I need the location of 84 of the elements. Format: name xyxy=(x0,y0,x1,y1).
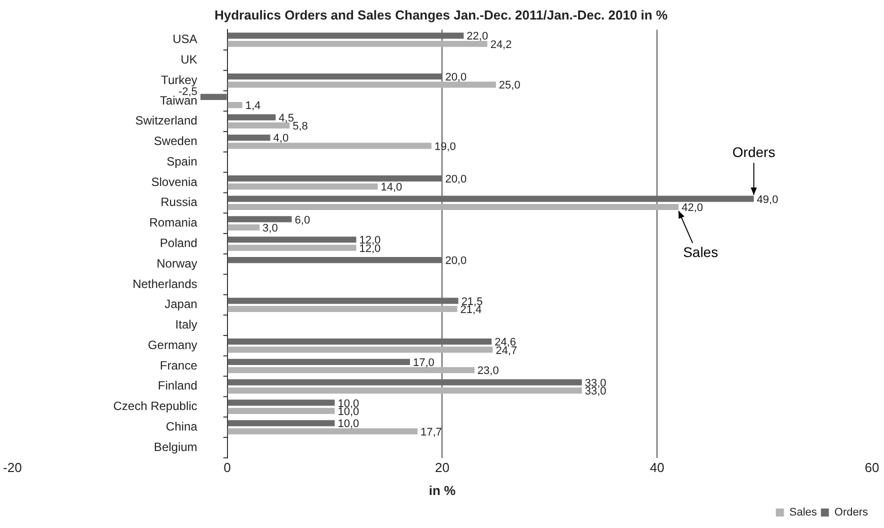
x-tick-label: -20 xyxy=(2,460,22,476)
x-tick-label: 20 xyxy=(434,460,450,476)
bar xyxy=(228,236,356,243)
data-label: 21,4 xyxy=(460,304,482,316)
data-label: 6,0 xyxy=(294,214,310,226)
y-tick-label: Turkey xyxy=(161,72,198,87)
bar xyxy=(228,122,290,128)
bar xyxy=(228,346,493,353)
x-tick-label: 0 xyxy=(224,460,231,476)
bar xyxy=(228,428,418,434)
bar xyxy=(228,420,335,426)
chart-title: Hydraulics Orders and Sales Changes Jan.-Dec. 2011/Jan.-Dec. 2010 in % xyxy=(214,7,668,22)
y-tick-label: Slovenia xyxy=(151,174,198,189)
data-label: 20,0 xyxy=(445,173,467,186)
bar xyxy=(228,224,260,230)
bar xyxy=(228,408,335,414)
legend-label: Sales xyxy=(789,506,818,519)
bar xyxy=(228,338,492,345)
data-label: 12,0 xyxy=(359,242,381,255)
y-tick-label: Poland xyxy=(160,236,198,250)
bar xyxy=(228,184,378,190)
bar xyxy=(200,94,227,100)
y-tick-label: Netherlands xyxy=(132,276,198,291)
y-tick-label: Romania xyxy=(149,216,198,230)
data-label: 4,5 xyxy=(278,112,294,124)
data-label: -2,5 xyxy=(178,86,198,98)
data-label: 4,0 xyxy=(273,132,289,145)
x-tick-label: 60 xyxy=(864,460,880,476)
y-tick-label: China xyxy=(166,420,198,434)
bar xyxy=(228,306,458,312)
bar xyxy=(228,256,442,264)
bar xyxy=(228,142,432,149)
annotation: Orders xyxy=(732,144,776,160)
legend-label: Orders xyxy=(834,506,868,519)
y-tick-label: Italy xyxy=(175,318,198,332)
data-label: 25,0 xyxy=(498,80,520,92)
y-tick-label: Germany xyxy=(148,338,198,352)
y-tick-label: Finland xyxy=(158,378,198,393)
bar xyxy=(228,358,410,366)
bar xyxy=(228,102,242,108)
bar xyxy=(228,379,582,386)
data-label: 22,0 xyxy=(466,30,488,43)
bar xyxy=(228,134,270,141)
data-label: 24,2 xyxy=(490,38,512,51)
bar xyxy=(228,204,679,210)
bar xyxy=(228,400,335,406)
y-tick-label: UK xyxy=(180,52,198,66)
bar xyxy=(228,82,496,88)
data-label: 10,0 xyxy=(338,418,360,430)
data-label: 17,7 xyxy=(420,426,442,438)
y-tick-label: Japan xyxy=(164,297,198,312)
x-tick-label: 40 xyxy=(650,460,664,476)
data-label: 14,0 xyxy=(380,182,402,194)
y-tick-label: Spain xyxy=(166,154,198,168)
y-tick-label: Norway xyxy=(156,256,198,270)
bar xyxy=(228,32,464,39)
y-tick-label: Belgium xyxy=(154,440,198,454)
bar xyxy=(228,114,276,120)
bar xyxy=(228,175,442,182)
data-label: 42,0 xyxy=(682,202,704,214)
data-label: 20,0 xyxy=(445,255,467,268)
data-label: 49,0 xyxy=(756,194,778,206)
bar xyxy=(228,73,442,80)
bar xyxy=(228,387,582,394)
bar xyxy=(228,367,474,374)
data-label: 1,4 xyxy=(245,100,261,112)
data-label: 3,0 xyxy=(262,222,278,234)
bar xyxy=(228,196,754,202)
data-label: 23,0 xyxy=(477,365,499,378)
data-label: 5,8 xyxy=(292,120,308,132)
annotation: Sales xyxy=(683,244,718,260)
y-tick-label: USA xyxy=(172,32,198,46)
y-tick-label: France xyxy=(160,358,198,372)
data-label: 17,0 xyxy=(412,356,434,369)
y-tick-label: Czech Republic xyxy=(113,399,198,414)
data-label: 20,0 xyxy=(445,72,467,84)
bar xyxy=(228,298,458,304)
x-axis-title: in % xyxy=(428,482,456,498)
bar xyxy=(228,244,356,251)
y-tick-label: Sweden xyxy=(154,134,198,148)
y-tick-label: Russia xyxy=(160,195,198,210)
bar xyxy=(228,40,488,47)
bar xyxy=(228,216,292,222)
y-tick-label: Switzerland xyxy=(135,114,198,128)
